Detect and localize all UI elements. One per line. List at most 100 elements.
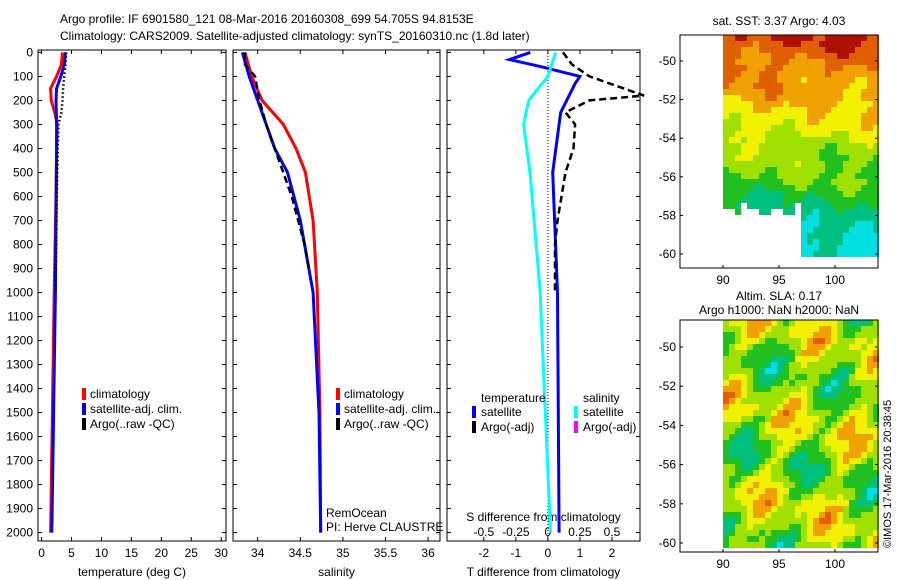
s-diff-tick-label: 0.25 xyxy=(568,525,592,539)
x-tick-label: 25 xyxy=(185,546,199,560)
legend-title: temperature xyxy=(481,391,546,405)
y-tick-label: 1200 xyxy=(6,334,33,348)
legend-label: satellite xyxy=(583,405,624,419)
y-tick-label: 100 xyxy=(13,69,33,83)
legend-swatch xyxy=(336,403,340,415)
map-x-tick-label: 90 xyxy=(716,273,730,287)
map-x-tick-label: 100 xyxy=(825,273,845,287)
legend-label: satellite-adj. clim. xyxy=(90,402,182,416)
map-x-tick-label: 95 xyxy=(772,557,786,571)
y-tick-label: 400 xyxy=(13,141,33,155)
x-tick-label: 0 xyxy=(38,546,45,560)
series-line-argo-raw-qc- xyxy=(243,52,311,269)
s-diff-tick-label: -0.5 xyxy=(473,525,494,539)
x-tick-label: 10 xyxy=(95,546,109,560)
x-tick-label: 30 xyxy=(215,546,229,560)
map-y-tick-label: -52 xyxy=(659,93,677,107)
series-line-climatology xyxy=(243,51,323,533)
y-tick-label: 1100 xyxy=(7,310,33,324)
legend-swatch xyxy=(574,421,578,433)
legend-swatch xyxy=(82,418,86,430)
y-tick-label: 1300 xyxy=(6,358,33,372)
y-tick-label: 1400 xyxy=(6,382,33,396)
x-axis-label: T difference from climatology xyxy=(467,565,621,579)
series-line-satellite-adj-clim- xyxy=(50,52,67,533)
title-line-2: Climatology: CARS2009. Satellite-adjuste… xyxy=(60,29,530,43)
panel-frame-difference xyxy=(446,49,641,542)
legend-swatch xyxy=(472,406,476,418)
y-tick-label: 300 xyxy=(13,117,33,131)
y-tick-label: 0 xyxy=(26,45,33,59)
x-tick-label: 34.5 xyxy=(289,546,313,560)
legend-swatch xyxy=(336,418,340,430)
map-title: Argo h1000: NaN h2000: NaN xyxy=(699,303,859,317)
y-tick-label: 900 xyxy=(13,261,33,275)
x-tick-label: 34 xyxy=(251,546,265,560)
legend-title: salinity xyxy=(583,391,620,405)
pi-annotation: PI: Herve CLAUSTRE xyxy=(326,520,443,534)
y-tick-label: 1700 xyxy=(6,454,33,468)
series-line-argo-raw-qc- xyxy=(54,52,68,293)
y-tick-label: 200 xyxy=(13,93,33,107)
panel-frame-salinity xyxy=(232,49,441,542)
map-field-sst_map xyxy=(723,35,879,257)
map-y-tick-label: -54 xyxy=(659,131,677,145)
legend-label: Argo(-adj) xyxy=(583,420,636,434)
x-tick-label: 35 xyxy=(336,546,350,560)
legend-label: climatology xyxy=(90,387,150,401)
y-tick-label: 600 xyxy=(13,189,33,203)
map-y-tick-label: -58 xyxy=(659,208,677,222)
y-tick-label: 1500 xyxy=(6,406,33,420)
legend-label: Argo(..raw -QC) xyxy=(344,417,429,431)
x-tick-label: 0 xyxy=(545,546,552,560)
legend-label: satellite-adj. clim. xyxy=(344,402,436,416)
map-y-tick-label: -52 xyxy=(659,379,677,393)
series-line-s-satellite xyxy=(522,51,558,533)
y-tick-label: 700 xyxy=(13,213,33,227)
y-tick-label: 1600 xyxy=(6,430,33,444)
x-tick-label: 36 xyxy=(421,546,435,560)
pi-annotation: RemOcean xyxy=(326,506,387,520)
y-tick-label: 1800 xyxy=(6,478,33,492)
legend-swatch xyxy=(82,388,86,400)
legend-swatch xyxy=(82,403,86,415)
s-diff-tick-label: -0.25 xyxy=(502,525,530,539)
x-tick-label: 15 xyxy=(125,546,139,560)
legend-label: Argo(..raw -QC) xyxy=(90,417,175,431)
legend-swatch xyxy=(574,406,578,418)
panel-frame-temperature xyxy=(37,49,227,542)
legend-swatch xyxy=(472,421,476,433)
map-y-tick-label: -50 xyxy=(659,54,677,68)
y-tick-label: 500 xyxy=(13,165,33,179)
series-line-satellite-adj-clim- xyxy=(240,51,323,533)
map-y-tick-label: -58 xyxy=(659,497,677,511)
map-y-tick-label: -60 xyxy=(659,247,677,261)
x-axis-label: salinity xyxy=(318,565,355,579)
x-tick-label: 2 xyxy=(609,546,616,560)
map-field-sla_map xyxy=(723,320,879,548)
map-y-tick-label: -56 xyxy=(659,170,677,184)
x-tick-label: 20 xyxy=(155,546,169,560)
s-diff-tick-label: 0 xyxy=(545,525,552,539)
y-tick-label: 1000 xyxy=(6,285,33,299)
x-axis-label: temperature (deg C) xyxy=(78,565,186,579)
legend-label: climatology xyxy=(344,387,404,401)
y-tick-label: 800 xyxy=(13,237,33,251)
y-tick-label: 2000 xyxy=(6,526,33,540)
watermark: ©IMOS 17-Mar-2016 20:38:45 xyxy=(882,400,894,548)
title-line-1: Argo profile: IF 6901580_121 08-Mar-2016… xyxy=(60,12,474,26)
map-y-tick-label: -56 xyxy=(659,458,677,472)
map-title: Altim. SLA: 0.17 xyxy=(736,289,822,303)
x-tick-label: 1 xyxy=(577,546,584,560)
s-diff-tick-label: 0.5 xyxy=(604,525,621,539)
y-tick-label: 1900 xyxy=(6,502,33,516)
series-line-t-satellite xyxy=(504,50,583,533)
map-y-tick-label: -54 xyxy=(659,418,677,432)
legend-swatch xyxy=(336,388,340,400)
map-title: sat. SST: 3.37 Argo: 4.03 xyxy=(713,14,846,28)
map-x-tick-label: 95 xyxy=(772,273,786,287)
x-tick-label: 35.5 xyxy=(374,546,398,560)
x-tick-label: -1 xyxy=(511,546,522,560)
